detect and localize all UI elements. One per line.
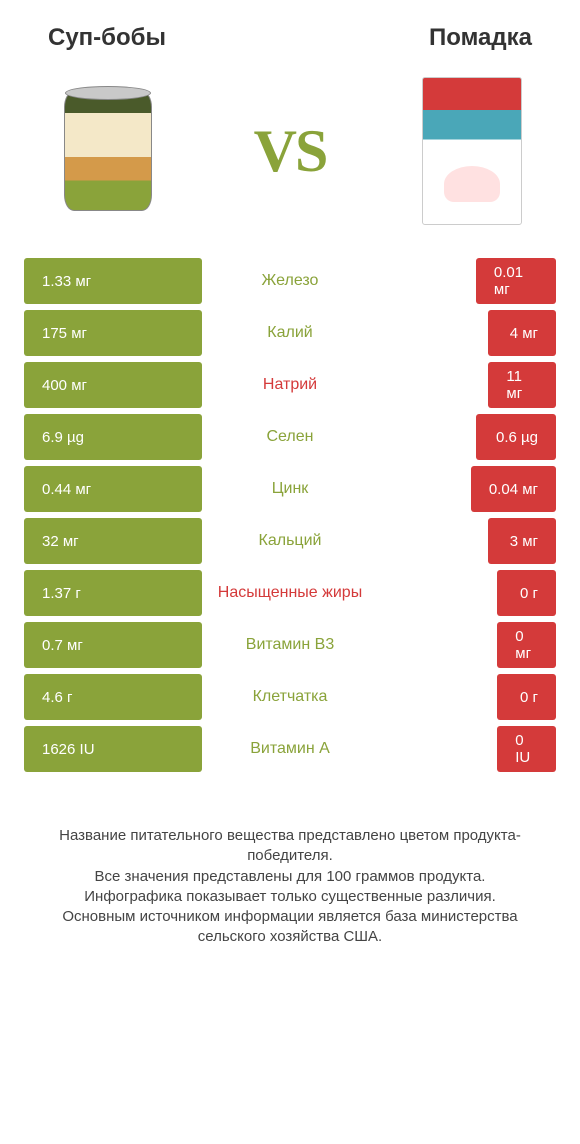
bar-left: 0.44 мг: [24, 466, 202, 512]
bar-left-container: 32 мг: [24, 518, 202, 564]
footer-line: Инфографика показывает только существенн…: [32, 887, 548, 907]
bar-right-container: 0 г: [378, 674, 556, 720]
table-row: 6.9 µgСелен 0.6 µg: [24, 414, 556, 460]
title-left: Суп-бобы: [48, 24, 166, 52]
vs-label: VS: [254, 117, 327, 186]
bar-right: 0.6 µg: [476, 414, 556, 460]
table-row: 0.44 мгЦинк 0.04 мг: [24, 466, 556, 512]
table-row: 1.33 мгЖелезо 0.01 мг: [24, 258, 556, 304]
nutrient-label: Витамин A: [202, 726, 378, 772]
bar-right: 0 мг: [497, 622, 556, 668]
nutrient-label: Витамин B3: [202, 622, 378, 668]
footer-notes: Название питательного вещества представл…: [0, 778, 580, 948]
bar-right-container: 0.04 мг: [378, 466, 556, 512]
nutrient-label: Цинк: [202, 466, 378, 512]
table-row: 0.7 мгВитамин B3 0 мг: [24, 622, 556, 668]
nutrient-label: Кальций: [202, 518, 378, 564]
box-illustration: [422, 77, 522, 225]
bar-left: 1626 IU: [24, 726, 202, 772]
bar-right: 0 г: [497, 674, 556, 720]
product-image-left: [48, 76, 168, 226]
bar-right: 0 IU: [497, 726, 556, 772]
bar-right: 11 мг: [488, 362, 556, 408]
bar-left-container: 1626 IU: [24, 726, 202, 772]
table-row: 400 мгНатрий 11 мг: [24, 362, 556, 408]
bar-right-container: 3 мг: [378, 518, 556, 564]
table-row: 175 мгКалий 4 мг: [24, 310, 556, 356]
bar-right-container: 0.6 µg: [378, 414, 556, 460]
comparison-table: 1.33 мгЖелезо 0.01 мг 175 мгКалий 4 мг 400 м…: [0, 258, 580, 772]
table-row: 32 мгКальций 3 мг: [24, 518, 556, 564]
bar-right: 3 мг: [488, 518, 556, 564]
nutrient-label: Натрий: [202, 362, 378, 408]
nutrient-label: Клетчатка: [202, 674, 378, 720]
bar-left-container: 1.33 мг: [24, 258, 202, 304]
bar-left: 0.7 мг: [24, 622, 202, 668]
bar-right-container: 0 IU: [378, 726, 556, 772]
bar-left: 175 мг: [24, 310, 202, 356]
nutrient-label: Калий: [202, 310, 378, 356]
bar-left-container: 1.37 г: [24, 570, 202, 616]
bar-right: 0.04 мг: [471, 466, 556, 512]
bar-left: 6.9 µg: [24, 414, 202, 460]
bar-left-container: 0.44 мг: [24, 466, 202, 512]
product-image-right: [412, 76, 532, 226]
bar-left: 32 мг: [24, 518, 202, 564]
bar-right-container: 0 мг: [378, 622, 556, 668]
footer-line: Основным источником информации является …: [32, 907, 548, 948]
nutrient-label: Железо: [202, 258, 378, 304]
nutrient-label: Селен: [202, 414, 378, 460]
bar-right-container: 0.01 мг: [378, 258, 556, 304]
can-illustration: [64, 91, 152, 211]
bar-right: 0.01 мг: [476, 258, 556, 304]
table-row: 4.6 гКлетчатка 0 г: [24, 674, 556, 720]
bar-right-container: 11 мг: [378, 362, 556, 408]
title-right: Помадка: [429, 24, 532, 52]
table-row: 1626 IUВитамин A 0 IU: [24, 726, 556, 772]
table-row: 1.37 гНасыщенные жиры 0 г: [24, 570, 556, 616]
bar-left: 1.37 г: [24, 570, 202, 616]
bar-left: 1.33 мг: [24, 258, 202, 304]
bar-left-container: 400 мг: [24, 362, 202, 408]
bar-left-container: 175 мг: [24, 310, 202, 356]
bar-left: 400 мг: [24, 362, 202, 408]
header: VS: [0, 60, 580, 258]
footer-line: Название питательного вещества представл…: [32, 826, 548, 867]
bar-right-container: 0 г: [378, 570, 556, 616]
bar-left-container: 0.7 мг: [24, 622, 202, 668]
footer-line: Все значения представлены для 100 граммо…: [32, 867, 548, 887]
bar-right: 0 г: [497, 570, 556, 616]
bar-left-container: 6.9 µg: [24, 414, 202, 460]
bar-right-container: 4 мг: [378, 310, 556, 356]
bar-right: 4 мг: [488, 310, 556, 356]
nutrient-label: Насыщенные жиры: [202, 570, 378, 616]
bar-left: 4.6 г: [24, 674, 202, 720]
bar-left-container: 4.6 г: [24, 674, 202, 720]
